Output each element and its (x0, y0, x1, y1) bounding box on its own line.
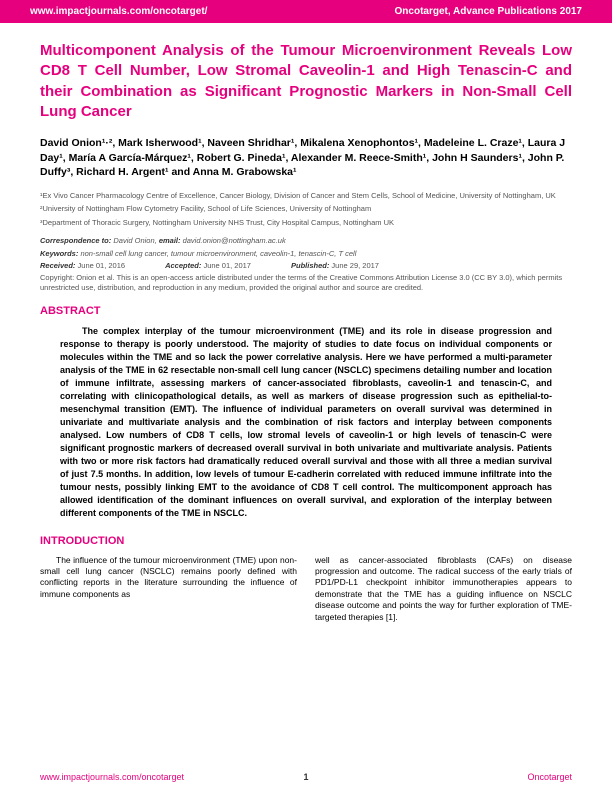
copyright-label: Copyright: (40, 273, 74, 282)
correspondence-label: Correspondence to: (40, 236, 111, 245)
received-date: Received: June 01, 2016 (40, 261, 125, 270)
keywords-label: Keywords: (40, 249, 78, 258)
footer-page-number: 1 (303, 772, 308, 782)
affiliations: ¹Ex Vivo Cancer Pharmacology Centre of E… (40, 190, 572, 228)
intro-col-right: well as cancer-associated fibroblasts (C… (315, 555, 572, 624)
accepted-date: Accepted: June 01, 2017 (165, 261, 251, 270)
affiliation-3: ³Department of Thoracic Surgery, Notting… (40, 217, 572, 228)
correspondence-email: david.onion@nottingham.ac.uk (183, 236, 286, 245)
intro-columns: The influence of the tumour microenviron… (40, 555, 572, 624)
article-title: Multicomponent Analysis of the Tumour Mi… (40, 41, 572, 122)
page-header: www.impactjournals.com/oncotarget/ Oncot… (0, 0, 612, 23)
published-date: Published: June 29, 2017 (291, 261, 379, 270)
introduction-heading: INTRODUCTION (40, 535, 572, 547)
correspondence-email-label: email: (159, 236, 181, 245)
affiliation-1: ¹Ex Vivo Cancer Pharmacology Centre of E… (40, 190, 572, 201)
page-footer: www.impactjournals.com/oncotarget 1 Onco… (0, 772, 612, 782)
intro-col-left: The influence of the tumour microenviron… (40, 555, 297, 624)
header-url: www.impactjournals.com/oncotarget/ (30, 6, 207, 17)
header-journal: Oncotarget, Advance Publications 2017 (395, 6, 582, 17)
page-content: Multicomponent Analysis of the Tumour Mi… (0, 23, 612, 623)
abstract-body: The complex interplay of the tumour micr… (60, 325, 552, 521)
authors-list: David Onion¹·², Mark Isherwood¹, Naveen … (40, 136, 572, 180)
abstract-heading: ABSTRACT (40, 305, 572, 317)
copyright-text: Onion et al. This is an open-access arti… (40, 273, 562, 292)
footer-journal: Oncotarget (527, 772, 572, 782)
copyright-line: Copyright: Onion et al. This is an open-… (40, 273, 572, 293)
correspondence-line: Correspondence to: David Onion, email: d… (40, 236, 572, 246)
dates-line: Received: June 01, 2016 Accepted: June 0… (40, 261, 572, 270)
affiliation-2: ²University of Nottingham Flow Cytometry… (40, 203, 572, 214)
correspondence-name: David Onion, (113, 236, 156, 245)
keywords-line: Keywords: non-small cell lung cancer, tu… (40, 249, 572, 259)
footer-url: www.impactjournals.com/oncotarget (40, 772, 184, 782)
keywords-text: non-small cell lung cancer, tumour micro… (80, 249, 356, 258)
